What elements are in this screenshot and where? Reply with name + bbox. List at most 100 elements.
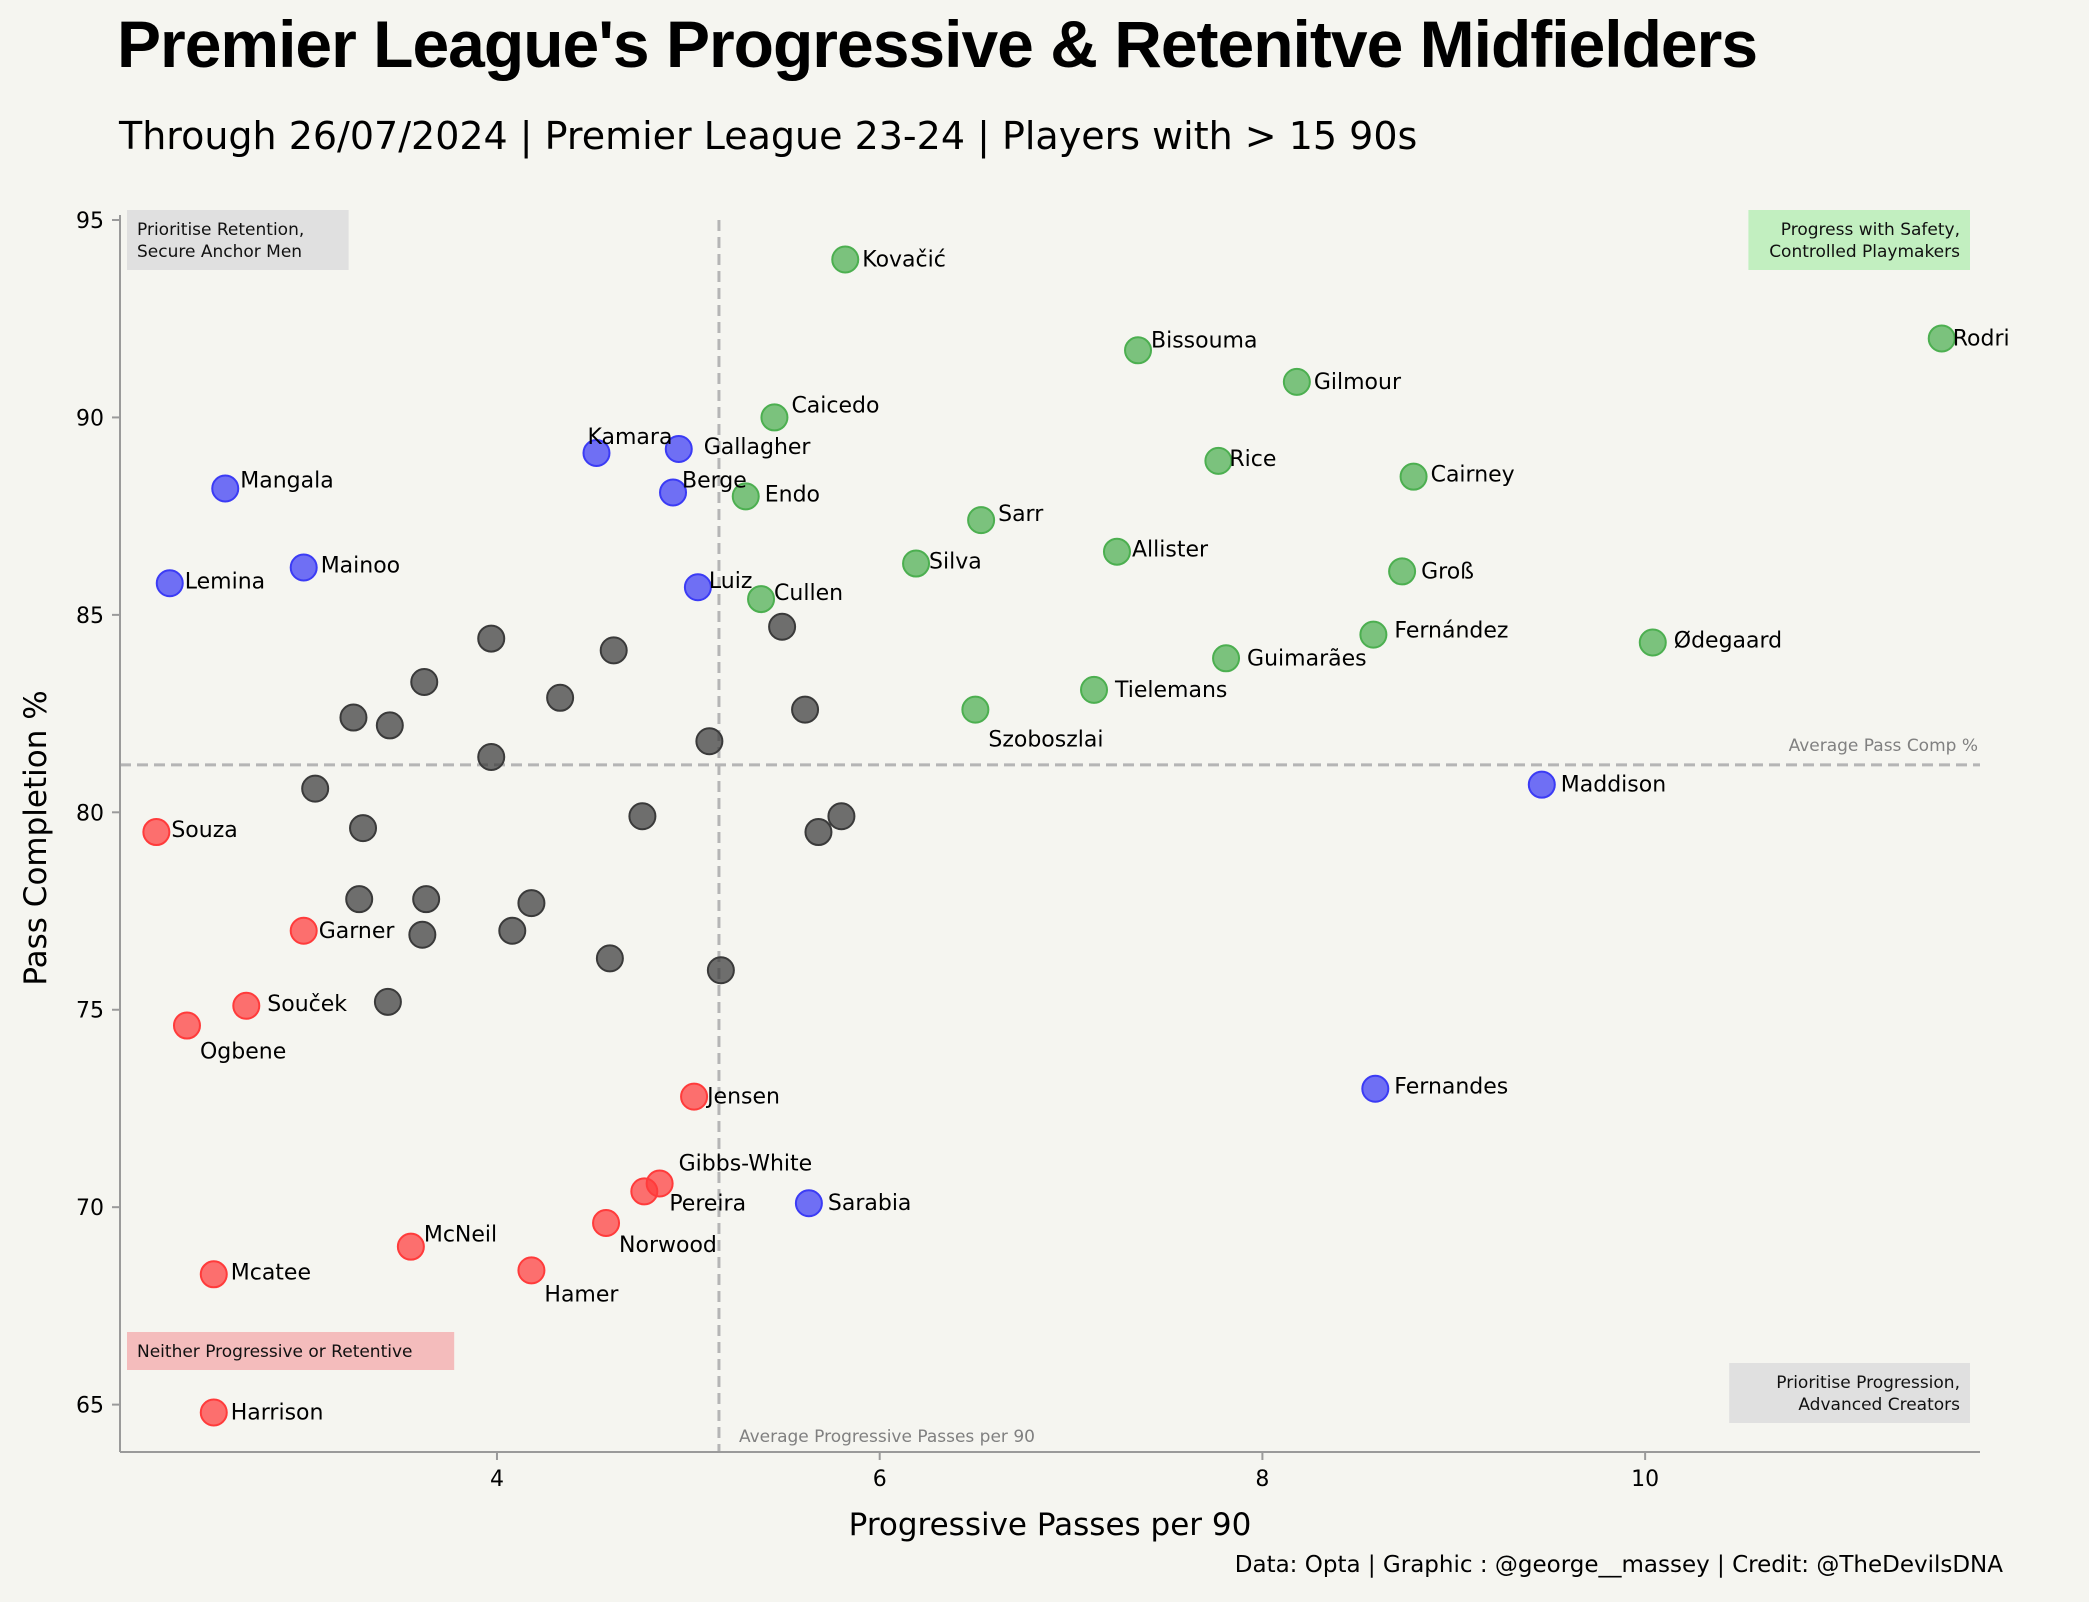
point-label-maddison: Maddison — [1561, 773, 1666, 798]
point-fernandes — [1361, 1074, 1390, 1103]
point-unlabeled — [498, 916, 527, 945]
y-axis-title: Pass Completion % — [18, 690, 54, 985]
x-tick-label: 6 — [873, 1467, 887, 1492]
point-label-kovačić: Kovačić — [862, 247, 946, 272]
point-label-mcneil: McNeil — [424, 1223, 497, 1248]
point-labels: Rodri Kovačić Bissouma Gilmour Caicedo Rice Ca… — [171, 247, 2009, 1425]
point-gilmour — [1282, 367, 1311, 396]
point-gallagher — [664, 435, 693, 464]
quadrant-box — [127, 210, 349, 270]
x-axis-title: Progressive Passes per 90 — [849, 1507, 1252, 1543]
point-tielemans — [1080, 675, 1109, 704]
point-unlabeled — [345, 885, 374, 914]
point-unlabeled — [477, 624, 506, 653]
point-unlabeled — [791, 695, 820, 724]
point-mainoo — [289, 553, 318, 582]
point-label-rice: Rice — [1229, 447, 1276, 472]
point-unlabeled — [408, 920, 437, 949]
point-unlabeled — [706, 956, 735, 985]
point-label-ogbene: Ogbene — [200, 1040, 286, 1065]
point-label-gallagher: Gallagher — [704, 435, 812, 460]
point-ogbene — [172, 1011, 201, 1040]
quadrant-label-bottom-left: Neither Progressive or Retentive — [127, 1332, 455, 1370]
point-caicedo — [760, 403, 789, 432]
x-tick-label: 4 — [490, 1467, 504, 1492]
point-unlabeled — [412, 885, 441, 914]
quadrant-label-top-left: Prioritise Retention,Secure Anchor Men — [127, 210, 349, 270]
point-sarabia — [794, 1189, 823, 1218]
point-unlabeled — [477, 743, 506, 772]
quadrant-label-bottom-right: Prioritise Progression,Advanced Creators — [1729, 1363, 1970, 1423]
point-luiz — [683, 573, 712, 602]
point-fernández — [1359, 620, 1388, 649]
point-unlabeled — [827, 802, 856, 831]
point-label-endo: Endo — [765, 482, 820, 507]
quadrant-text: Prioritise Progression, — [1776, 1373, 1960, 1393]
point-label-berge: Berge — [682, 468, 747, 493]
quadrant-text: Secure Anchor Men — [137, 242, 302, 262]
point-kamara — [582, 438, 611, 467]
chart-title: Premier League's Progressive & Retenitve… — [117, 7, 1758, 81]
quadrant-text: Advanced Creators — [1798, 1395, 1960, 1415]
point-label-ødegaard: Ødegaard — [1674, 629, 1782, 654]
point-unlabeled — [804, 818, 833, 847]
point-unlabeled — [768, 612, 797, 641]
point-unlabeled — [546, 683, 575, 712]
point-harrison — [199, 1398, 228, 1427]
y-tick-label: 85 — [76, 604, 104, 629]
point-unlabeled — [375, 711, 404, 740]
point-guimarães — [1212, 644, 1241, 673]
point-bissouma — [1124, 336, 1153, 365]
point-unlabeled — [517, 889, 546, 918]
point-label-mainoo: Mainoo — [321, 553, 400, 578]
point-unlabeled — [339, 703, 368, 732]
point-cairney — [1399, 462, 1428, 491]
point-label-hamer: Hamer — [544, 1282, 619, 1307]
point-label-cullen: Cullen — [774, 581, 843, 606]
avg-progressive-label: Average Progressive Passes per 90 — [739, 1427, 1035, 1447]
point-label-fernández: Fernández — [1394, 619, 1508, 644]
point-mcatee — [199, 1260, 228, 1289]
point-label-norwood: Norwood — [619, 1233, 717, 1258]
point-rice — [1204, 446, 1233, 475]
point-label-luiz: Luiz — [709, 569, 752, 594]
point-souček — [232, 991, 261, 1020]
point-lemina — [155, 569, 184, 598]
point-unlabeled — [349, 814, 378, 843]
quadrant-label-top-right: Progress with Safety,Controlled Playmake… — [1748, 210, 1970, 270]
quadrant-text: Controlled Playmakers — [1769, 242, 1960, 262]
point-ødegaard — [1638, 628, 1667, 657]
quadrant-box — [1729, 1363, 1970, 1423]
point-label-garner: Garner — [319, 919, 396, 944]
footer-credits: Data: Opta | Graphic : @george__massey |… — [1234, 1552, 2003, 1578]
point-norwood — [592, 1208, 621, 1237]
point-rodri — [1927, 324, 1956, 353]
point-label-sarabia: Sarabia — [828, 1191, 912, 1216]
y-tick-label: 95 — [76, 209, 104, 234]
data-points — [142, 245, 1956, 1427]
chart-subtitle: Through 26/07/2024 | Premier League 23-2… — [119, 114, 1418, 158]
quadrant-box — [127, 1332, 455, 1370]
x-tick-label: 10 — [1631, 1467, 1659, 1492]
point-berge — [659, 478, 688, 507]
point-unlabeled — [373, 987, 402, 1016]
quadrant-text: Progress with Safety, — [1781, 220, 1960, 240]
axes: 4 6 8 10 65 70 75 80 85 90 95 — [76, 209, 1980, 1492]
point-unlabeled — [595, 944, 624, 973]
point-label-mcatee: Mcatee — [231, 1260, 311, 1285]
point-unlabeled — [301, 774, 330, 803]
avg-pass-comp-label: Average Pass Comp % — [1789, 736, 1978, 756]
point-label-sarr: Sarr — [998, 502, 1044, 527]
point-unlabeled — [599, 636, 628, 665]
point-kovačić — [831, 245, 860, 274]
quadrant-labels: Prioritise Retention,Secure Anchor Men Pr… — [127, 210, 1970, 1423]
y-tick-label: 75 — [76, 999, 104, 1024]
point-label-cairney: Cairney — [1431, 463, 1515, 488]
point-label-jensen: Jensen — [705, 1085, 780, 1110]
point-groß — [1388, 557, 1417, 586]
point-label-gilmour: Gilmour — [1314, 370, 1402, 395]
point-label-rodri: Rodri — [1953, 326, 2010, 351]
point-pereira — [630, 1177, 659, 1206]
point-jensen — [680, 1082, 709, 1111]
